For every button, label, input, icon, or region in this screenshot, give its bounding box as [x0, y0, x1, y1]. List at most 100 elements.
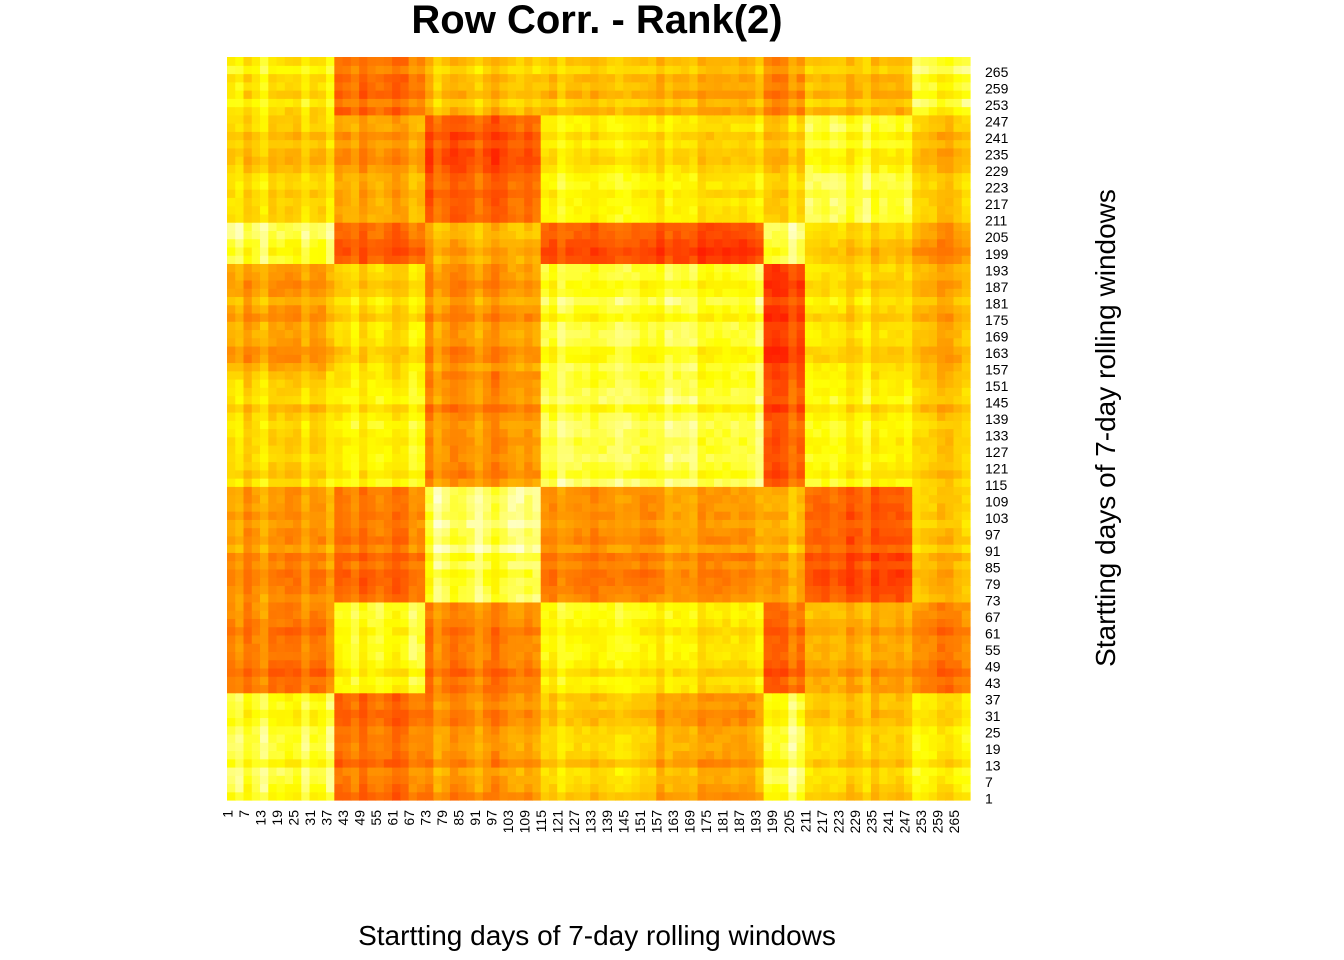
heatmap-cell	[293, 684, 302, 694]
heatmap-cell	[309, 445, 319, 454]
heatmap-cell	[425, 395, 434, 405]
heatmap-cell	[375, 478, 385, 487]
heatmap-cell	[268, 486, 278, 496]
heatmap-cell	[408, 544, 418, 553]
heatmap-cell	[449, 568, 459, 578]
heatmap-cell	[400, 601, 410, 611]
heatmap-cell	[854, 411, 864, 421]
heatmap-cell	[392, 345, 401, 355]
heatmap-cell	[606, 709, 616, 719]
heatmap-cell	[912, 742, 922, 752]
heatmap-cell	[837, 651, 847, 661]
heatmap-cell	[903, 445, 913, 454]
heatmap-cell	[813, 544, 822, 553]
heatmap-cell	[705, 577, 715, 586]
heatmap-cell	[284, 775, 294, 785]
heatmap-cell	[639, 758, 649, 768]
heatmap-cell	[953, 700, 963, 710]
heatmap-cell	[854, 502, 864, 512]
heatmap-cell	[788, 700, 798, 710]
heatmap-cell	[747, 552, 756, 562]
heatmap-cell	[227, 362, 236, 372]
heatmap-cell	[615, 783, 624, 793]
heatmap-cell	[788, 527, 798, 537]
heatmap-cell	[829, 643, 839, 652]
heatmap-cell	[515, 791, 525, 801]
heatmap-cell	[458, 568, 468, 578]
heatmap-cell	[548, 709, 558, 719]
heatmap-cell	[689, 436, 699, 446]
heatmap-cell	[689, 511, 699, 520]
heatmap-cell	[846, 469, 856, 479]
heatmap-cell	[895, 659, 905, 669]
heatmap-cell	[945, 577, 955, 586]
heatmap-cell	[243, 750, 253, 760]
heatmap-cell	[714, 461, 723, 471]
heatmap-cell	[309, 750, 319, 760]
heatmap-cell	[846, 420, 856, 430]
heatmap-cell	[606, 345, 616, 355]
heatmap-cell	[581, 502, 591, 512]
heatmap-cell	[936, 766, 946, 776]
heatmap-cell	[928, 552, 938, 562]
heatmap-cell	[293, 395, 302, 405]
heatmap-cell	[581, 378, 591, 388]
heatmap-cell	[862, 667, 872, 677]
heatmap-cell	[738, 494, 748, 504]
heatmap-cell	[730, 700, 740, 710]
heatmap-cell	[342, 775, 352, 785]
heatmap-cell	[400, 494, 410, 504]
heatmap-cell	[383, 601, 393, 611]
heatmap-cell	[293, 502, 302, 512]
heatmap-cell	[895, 626, 905, 636]
heatmap-cell	[392, 725, 401, 735]
heatmap-cell	[392, 791, 401, 801]
heatmap-cell	[466, 502, 476, 512]
heatmap-cell	[590, 618, 600, 628]
heatmap-cell	[573, 395, 583, 405]
heatmap-cell	[623, 676, 633, 686]
heatmap-cell	[540, 370, 550, 380]
heatmap-cell	[416, 610, 426, 619]
heatmap-cell	[945, 791, 955, 801]
heatmap-cell	[895, 552, 905, 562]
heatmap-cell	[903, 428, 913, 438]
heatmap-cell	[648, 725, 657, 735]
heatmap-cell	[887, 626, 897, 636]
heatmap-cell	[648, 634, 657, 644]
heatmap-cell	[697, 634, 707, 644]
heatmap-cell	[656, 378, 666, 388]
heatmap-cell	[474, 742, 484, 752]
heatmap-cell	[829, 469, 839, 479]
heatmap-cell	[416, 684, 426, 694]
heatmap-cell	[400, 378, 410, 388]
heatmap-cell	[590, 345, 600, 355]
heatmap-cell	[293, 568, 302, 578]
heatmap-cell	[458, 700, 468, 710]
heatmap-cell	[532, 469, 542, 479]
heatmap-cell	[342, 618, 352, 628]
heatmap-cell	[631, 535, 641, 545]
heatmap-cell	[854, 783, 864, 793]
heatmap-cell	[730, 527, 740, 537]
heatmap-cell	[920, 403, 930, 413]
heatmap-cell	[763, 766, 773, 776]
heatmap-cell	[903, 577, 913, 586]
heatmap-cell	[350, 568, 360, 578]
heatmap-cell	[425, 733, 434, 743]
heatmap-cell	[887, 568, 897, 578]
heatmap-cell	[350, 411, 360, 421]
heatmap-cell	[623, 494, 633, 504]
heatmap-cell	[350, 758, 360, 768]
heatmap-cell	[953, 709, 963, 719]
heatmap-cell	[722, 345, 732, 355]
heatmap-cell	[227, 560, 236, 570]
heatmap-cell	[648, 436, 657, 446]
heatmap-cell	[367, 411, 377, 421]
heatmap-cell	[689, 527, 699, 537]
heatmap-cell	[928, 544, 938, 553]
heatmap-cell	[780, 667, 789, 677]
heatmap-cell	[573, 486, 583, 496]
heatmap-cell	[433, 469, 443, 479]
heatmap-cell	[317, 552, 327, 562]
